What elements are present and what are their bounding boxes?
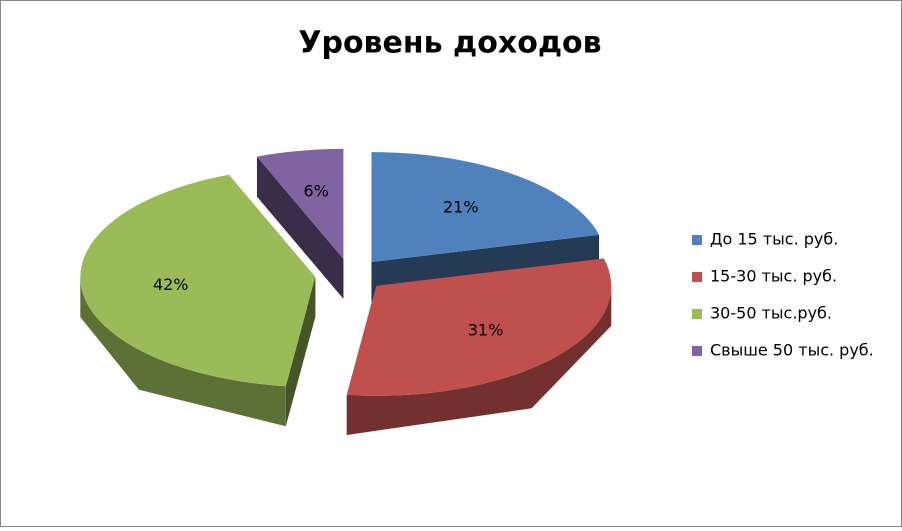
legend-label: Свыше 50 тыс. руб. <box>710 341 874 360</box>
slice-side <box>285 277 316 427</box>
data-label: 6% <box>303 181 328 200</box>
slice-wall <box>80 277 286 427</box>
data-label: 31% <box>468 320 504 339</box>
legend-swatch <box>692 346 702 356</box>
data-label: 42% <box>153 275 189 294</box>
slice <box>80 174 316 387</box>
legend-label: До 15 тыс. руб. <box>710 230 838 249</box>
chart-title: Уровень доходов <box>298 26 601 61</box>
legend-swatch <box>692 309 702 319</box>
slice-wall <box>346 285 612 435</box>
slice <box>256 148 344 259</box>
legend-label: 15-30 тыс. руб. <box>710 267 837 286</box>
legend-label: 30-50 тыс.руб. <box>710 304 832 323</box>
legend-swatch <box>692 272 702 282</box>
legend-swatch <box>692 235 702 245</box>
slice <box>346 258 612 396</box>
data-label: 21% <box>443 198 479 217</box>
slice <box>371 152 600 263</box>
slice-side <box>256 156 344 299</box>
